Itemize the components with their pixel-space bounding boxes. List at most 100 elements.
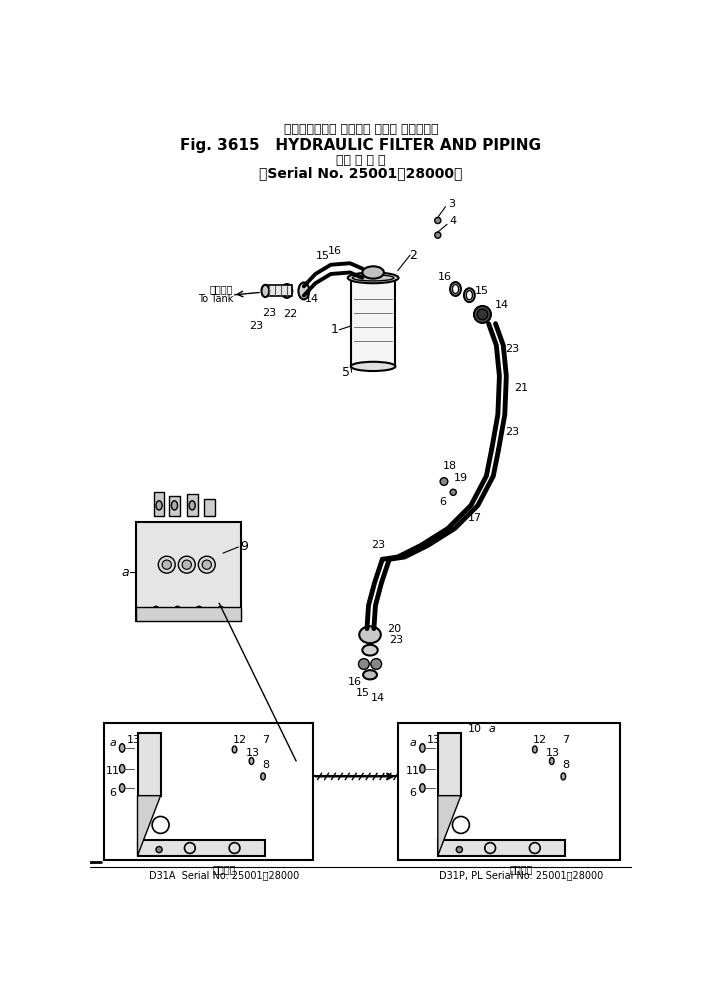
Ellipse shape xyxy=(284,286,290,295)
Text: 5: 5 xyxy=(342,366,350,379)
Bar xyxy=(204,499,215,517)
Ellipse shape xyxy=(174,606,181,616)
Bar xyxy=(136,523,241,621)
Text: 14: 14 xyxy=(371,693,385,703)
Ellipse shape xyxy=(120,744,125,752)
Ellipse shape xyxy=(153,606,159,616)
Text: 1: 1 xyxy=(331,324,339,337)
Text: 8: 8 xyxy=(562,760,569,769)
Text: 適用号機: 適用号機 xyxy=(509,865,533,875)
Ellipse shape xyxy=(420,744,425,752)
Text: 19: 19 xyxy=(454,473,468,483)
Ellipse shape xyxy=(466,290,472,300)
Circle shape xyxy=(178,556,195,573)
Ellipse shape xyxy=(420,765,425,773)
Text: 15: 15 xyxy=(474,285,489,295)
Text: 9: 9 xyxy=(240,540,248,553)
Circle shape xyxy=(158,556,175,573)
Circle shape xyxy=(199,556,215,573)
Ellipse shape xyxy=(420,783,425,792)
Bar xyxy=(438,732,461,796)
Circle shape xyxy=(450,489,456,495)
Circle shape xyxy=(435,217,441,223)
Text: 適用号機: 適用号機 xyxy=(213,865,237,875)
Text: 10: 10 xyxy=(467,723,482,734)
Text: 13: 13 xyxy=(246,748,260,759)
Text: 23: 23 xyxy=(389,635,403,646)
Circle shape xyxy=(202,560,211,570)
Text: To Tank: To Tank xyxy=(198,293,233,304)
Text: a: a xyxy=(489,723,495,734)
Ellipse shape xyxy=(218,606,224,616)
Text: Fig. 3615   HYDRAULIC FILTER AND PIPING: Fig. 3615 HYDRAULIC FILTER AND PIPING xyxy=(180,138,541,153)
Text: D31P, PL Serial No. 25001～28000: D31P, PL Serial No. 25001～28000 xyxy=(439,870,603,880)
Ellipse shape xyxy=(549,758,554,765)
Text: 16: 16 xyxy=(438,272,452,281)
Polygon shape xyxy=(438,796,461,856)
Ellipse shape xyxy=(282,284,292,298)
Ellipse shape xyxy=(363,670,377,679)
Ellipse shape xyxy=(260,773,265,780)
Bar xyxy=(187,494,198,517)
Text: 8: 8 xyxy=(262,760,269,769)
Text: 20: 20 xyxy=(386,624,401,634)
Text: 21: 21 xyxy=(514,383,528,393)
Text: 12: 12 xyxy=(533,735,547,745)
Ellipse shape xyxy=(120,765,125,773)
Text: D31A  Serial No. 25001～28000: D31A Serial No. 25001～28000 xyxy=(149,870,300,880)
Text: 13: 13 xyxy=(127,735,141,745)
Text: a: a xyxy=(109,738,116,748)
Ellipse shape xyxy=(532,746,537,753)
Bar xyxy=(136,607,241,621)
Text: a: a xyxy=(121,566,129,579)
Ellipse shape xyxy=(249,758,253,765)
Ellipse shape xyxy=(189,501,195,510)
Ellipse shape xyxy=(474,306,491,323)
Text: 18: 18 xyxy=(443,461,457,471)
Text: 7: 7 xyxy=(562,735,569,745)
Ellipse shape xyxy=(261,284,269,297)
Ellipse shape xyxy=(196,606,203,616)
Ellipse shape xyxy=(351,362,396,371)
Bar xyxy=(169,496,180,517)
Text: 14: 14 xyxy=(304,294,319,304)
Text: 23: 23 xyxy=(505,344,519,354)
Ellipse shape xyxy=(464,288,474,302)
Text: 23: 23 xyxy=(249,321,263,331)
Ellipse shape xyxy=(450,282,461,296)
Bar xyxy=(103,722,313,860)
Circle shape xyxy=(456,846,463,853)
Circle shape xyxy=(358,658,370,669)
Text: タンクへ: タンクへ xyxy=(210,284,233,294)
Circle shape xyxy=(162,560,171,570)
Text: 13: 13 xyxy=(427,735,441,745)
Ellipse shape xyxy=(348,273,398,283)
Text: 7: 7 xyxy=(262,735,269,745)
Ellipse shape xyxy=(359,626,381,644)
Bar xyxy=(153,492,165,517)
Ellipse shape xyxy=(363,645,378,655)
Bar xyxy=(137,840,265,856)
Bar xyxy=(351,277,396,366)
Text: ハイドロリック フイルタ および パイピング: ハイドロリック フイルタ および パイピング xyxy=(284,123,438,136)
Text: 6: 6 xyxy=(109,788,116,798)
Text: 23: 23 xyxy=(372,540,386,550)
Bar xyxy=(398,722,620,860)
Bar xyxy=(265,284,292,295)
Text: 11: 11 xyxy=(106,766,120,776)
Text: 6: 6 xyxy=(439,497,446,507)
Text: 6: 6 xyxy=(410,788,417,798)
Ellipse shape xyxy=(298,282,309,299)
Text: （適 用 号 機: （適 用 号 機 xyxy=(336,154,386,167)
Text: 23: 23 xyxy=(262,308,276,318)
Text: 3: 3 xyxy=(448,199,455,209)
Ellipse shape xyxy=(561,773,565,780)
Bar xyxy=(137,732,161,796)
Ellipse shape xyxy=(352,275,394,281)
Circle shape xyxy=(440,477,448,485)
Text: 23: 23 xyxy=(505,427,519,437)
Text: 15: 15 xyxy=(356,688,370,698)
Text: 11: 11 xyxy=(406,766,420,776)
Text: 13: 13 xyxy=(546,748,560,759)
Text: 12: 12 xyxy=(233,735,247,745)
